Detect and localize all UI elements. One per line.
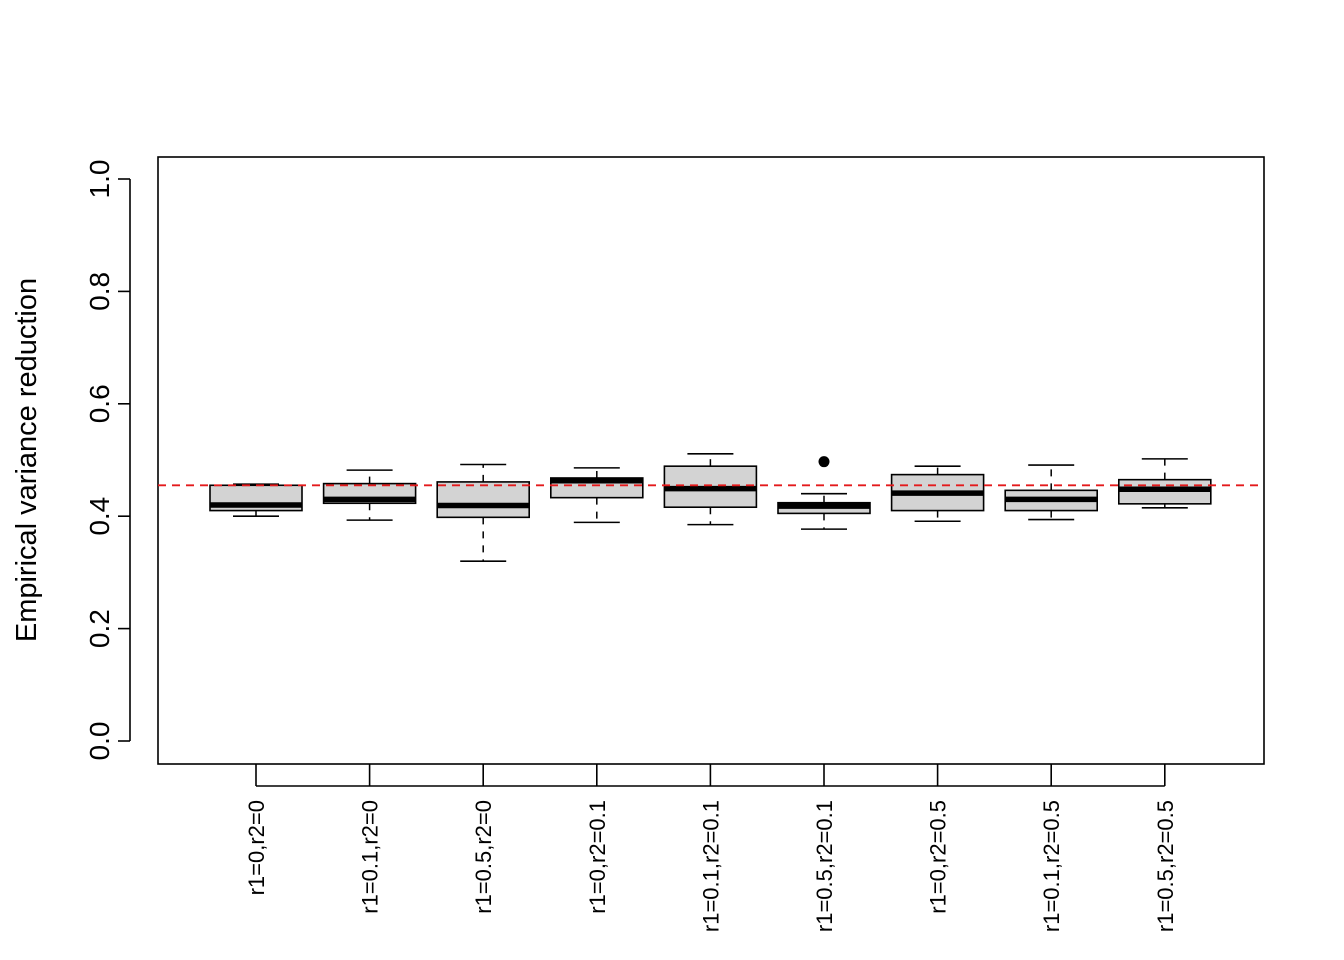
y-axis-title: Empirical variance reduction — [11, 278, 43, 642]
y-tick-label: 0.4 — [84, 497, 115, 536]
y-axis: 0.0 0.2 0.4 0.6 0.8 1.0 — [84, 160, 131, 761]
y-tick-label: 0.8 — [84, 272, 115, 311]
y-tick-label: 1.0 — [84, 160, 115, 199]
boxes-layer — [209, 453, 1212, 562]
box-7 — [890, 465, 985, 523]
x-tick-label: r1=0.5,r2=0.5 — [1153, 800, 1178, 932]
x-tick-label: r1=0,r2=0.1 — [585, 800, 610, 914]
outlier-point — [818, 456, 830, 468]
box-4 — [549, 467, 644, 524]
x-tick-label: r1=0.1,r2=0.1 — [698, 800, 723, 932]
box-9 — [1118, 458, 1212, 509]
x-tick-label: r1=0.1,r2=0.5 — [1039, 800, 1064, 932]
iqr-box — [436, 481, 531, 519]
box-5 — [663, 453, 758, 526]
box-8 — [1004, 464, 1099, 521]
x-tick-label: r1=0.5,r2=0 — [471, 800, 496, 914]
box-1 — [209, 483, 303, 518]
box-3 — [436, 463, 531, 562]
x-tick-label: r1=0,r2=0 — [244, 800, 269, 895]
x-tick-label: r1=0.1,r2=0 — [358, 800, 383, 914]
x-tick-label: r1=0,r2=0.5 — [926, 800, 951, 914]
x-axis: r1=0,r2=0 r1=0.1,r2=0 r1=0.5,r2=0 r1=0,r2=0… — [244, 764, 1178, 932]
box-2 — [322, 469, 417, 521]
y-tick-label: 0.6 — [84, 384, 115, 423]
box-6 — [777, 456, 871, 530]
y-tick-label: 0.2 — [84, 609, 115, 648]
y-tick-label: 0.0 — [84, 722, 115, 761]
x-tick-label: r1=0.5,r2=0.1 — [812, 800, 837, 932]
